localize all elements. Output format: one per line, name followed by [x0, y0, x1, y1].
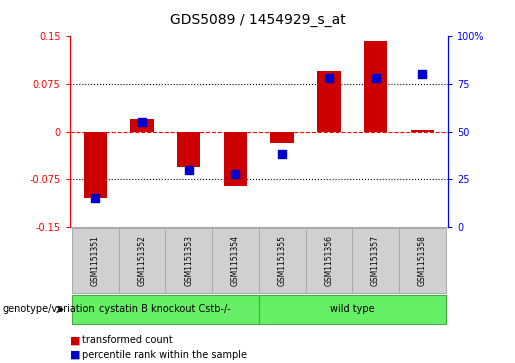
Point: [138, 119, 146, 125]
Bar: [317, 71, 340, 132]
FancyBboxPatch shape: [165, 228, 212, 293]
Point: [91, 195, 99, 201]
Point: [184, 167, 193, 173]
Text: cystatin B knockout Cstb-/-: cystatin B knockout Cstb-/-: [99, 305, 231, 314]
Text: wild type: wild type: [330, 305, 374, 314]
FancyBboxPatch shape: [259, 228, 305, 293]
Bar: [364, 41, 387, 132]
Text: GSM1151354: GSM1151354: [231, 235, 240, 286]
Point: [418, 72, 426, 77]
Text: GDS5089 / 1454929_s_at: GDS5089 / 1454929_s_at: [169, 13, 346, 27]
Bar: [83, 132, 107, 198]
Text: GSM1151357: GSM1151357: [371, 235, 380, 286]
FancyBboxPatch shape: [305, 228, 352, 293]
Text: transformed count: transformed count: [82, 335, 173, 346]
Bar: [177, 132, 200, 167]
Text: GSM1151356: GSM1151356: [324, 235, 333, 286]
Text: percentile rank within the sample: percentile rank within the sample: [82, 350, 247, 360]
Bar: [224, 132, 247, 185]
Text: GSM1151358: GSM1151358: [418, 235, 427, 286]
FancyBboxPatch shape: [352, 228, 399, 293]
FancyBboxPatch shape: [72, 228, 118, 293]
Text: GSM1151353: GSM1151353: [184, 235, 193, 286]
Bar: [270, 132, 294, 143]
Point: [371, 75, 380, 81]
Bar: [130, 119, 153, 132]
Text: GSM1151352: GSM1151352: [138, 235, 146, 286]
Bar: [410, 130, 434, 132]
FancyBboxPatch shape: [399, 228, 445, 293]
Text: ■: ■: [70, 335, 80, 346]
Point: [325, 75, 333, 81]
FancyBboxPatch shape: [118, 228, 165, 293]
Text: GSM1151355: GSM1151355: [278, 235, 287, 286]
FancyBboxPatch shape: [212, 228, 259, 293]
Text: genotype/variation: genotype/variation: [3, 305, 95, 314]
Point: [278, 152, 286, 158]
Text: ■: ■: [70, 350, 80, 360]
Point: [231, 171, 239, 176]
FancyBboxPatch shape: [72, 295, 259, 324]
Text: GSM1151351: GSM1151351: [91, 235, 100, 286]
FancyBboxPatch shape: [259, 295, 445, 324]
